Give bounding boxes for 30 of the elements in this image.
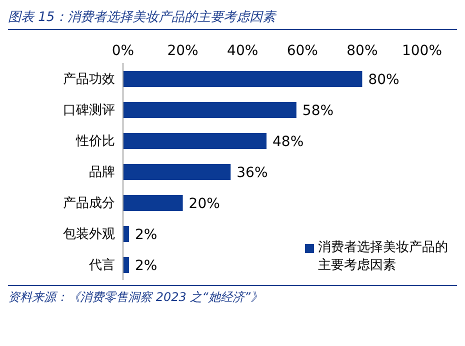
bar [123,133,267,149]
data-label: 2% [134,258,158,274]
y-tick-label: 包装外观 [63,227,115,242]
y-tick-label: 代言 [88,257,115,274]
y-tick-label: 口碑测评 [63,103,115,118]
y-tick-label: 产品功效 [63,72,115,88]
x-tick-label: 40% [227,43,258,59]
x-tick-label: 60% [286,43,318,59]
data-label: 48% [272,134,304,150]
bar [123,195,183,211]
bar [123,164,231,180]
x-tick-label: 100% [402,43,442,59]
text: 资料来源：《消费零售洞察 2023 之“她经济”》 [8,289,264,306]
bar [123,102,296,118]
bar [123,226,129,242]
bar [123,257,129,273]
data-label: 2% [134,226,158,243]
bar [123,71,362,87]
y-tick-label: 产品成分 [63,196,115,212]
data-label: 36% [236,164,268,181]
x-tick-label: 20% [167,43,198,59]
y-tick-label: 性价比 [75,134,115,150]
legend: 消费者选择美妆产品的主要考虑因素 [305,239,455,275]
y-tick-label: 品牌 [89,165,115,180]
chart-title: 图表 15：消费者选择美妆产品的主要考虑因素 [8,8,457,30]
x-tick-label: 80% [346,43,378,59]
data-label: 58% [302,102,334,119]
data-label: 20% [188,196,220,212]
data-label: 80% [368,72,400,88]
x-tick-label: 0% [112,43,134,59]
